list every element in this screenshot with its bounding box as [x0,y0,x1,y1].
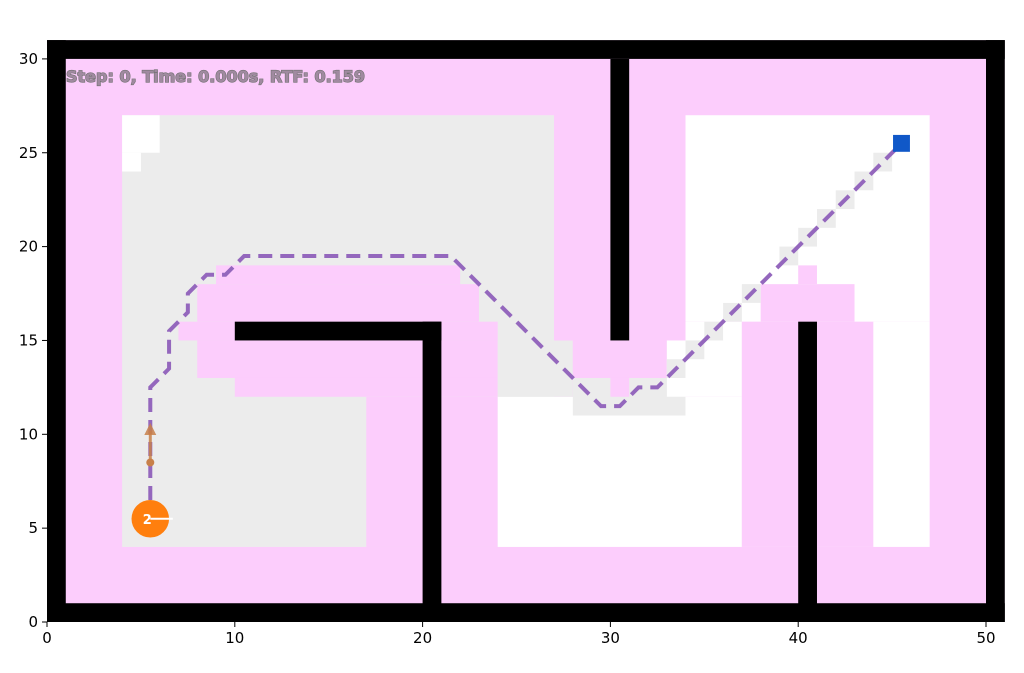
y-tick-label: 10 [19,425,38,443]
arrow-head [144,423,157,436]
free-region [497,396,742,547]
wall-bottom [47,603,1005,622]
wall-horizontal [234,321,442,341]
goal-marker [893,134,910,152]
axes: 0 10 20 30 40 50 0 5 10 15 20 25 30 [19,50,996,647]
arrow-origin-dot [146,458,155,467]
wall-left [47,40,66,622]
x-tick-label: 40 [789,629,808,647]
x-tick-label: 0 [42,629,52,647]
x-tick-label: 30 [601,629,620,647]
wall-vertical [610,58,630,341]
y-tick-label: 20 [19,238,38,256]
inflation-region [798,265,817,285]
inflation-region [610,377,630,397]
inflation-region [760,284,855,322]
free-cell [122,115,160,153]
objects: 2 [131,134,910,538]
inflation-region [234,377,498,397]
y-tick-label: 0 [28,613,38,631]
y-tick-label: 15 [19,331,38,349]
robot-id-label: 2 [143,513,152,528]
x-tick-label: 10 [225,629,244,647]
y-tick-label: 5 [28,519,38,537]
inflation-region [197,340,498,378]
y-tick-label: 30 [19,50,38,68]
wall-vertical [798,321,817,622]
wall-top [47,40,1005,59]
free-cell [122,152,141,172]
inflation-region [197,284,479,322]
status-text: Step: 0, Time: 0.000s, RTF: 0.159 [66,67,365,86]
x-tick-label: 20 [413,629,432,647]
planned-path [148,141,903,500]
inflation-region [572,340,667,378]
path-line [148,141,903,500]
x-tick-label: 50 [976,629,995,647]
wall-vertical [422,321,442,622]
explored-region [497,340,573,397]
inflation-region [216,265,461,285]
wall-right [986,40,1005,622]
occupancy-map [47,40,1005,622]
y-tick-label: 25 [19,144,38,162]
